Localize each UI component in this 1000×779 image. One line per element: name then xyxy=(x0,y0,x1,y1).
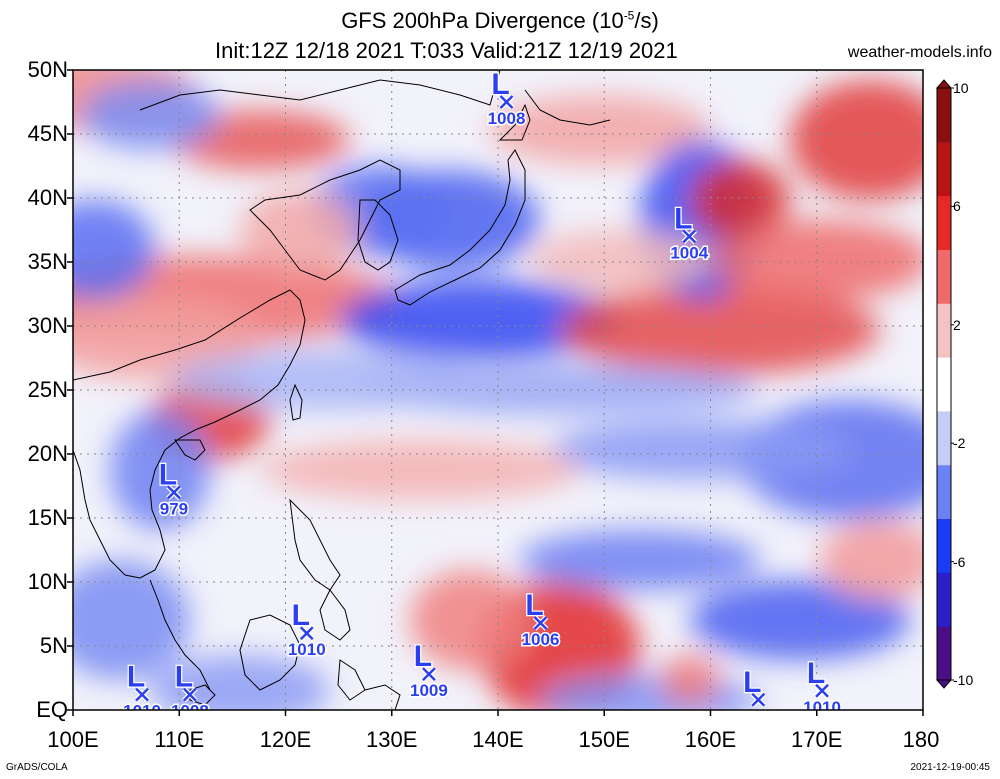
lat-label: 20N xyxy=(27,441,68,466)
low-pressure-label: 1010 xyxy=(123,702,161,721)
colorbar-label: 10 xyxy=(953,80,969,96)
colorbar-bottom-arrow xyxy=(935,679,953,689)
lon-label: 110E xyxy=(154,727,205,752)
chart-subtitle: Init:12Z 12/18 2021 T:033 Valid:21Z 12/1… xyxy=(215,38,678,63)
colorbar-segment xyxy=(937,464,951,520)
lon-label: 120E xyxy=(259,727,312,752)
low-pressure-label: 1006 xyxy=(522,630,560,649)
lon-label: 170E xyxy=(791,727,843,752)
low-pressure-label: 1010 xyxy=(288,640,326,659)
low-symbol: L xyxy=(743,666,761,699)
colorbar-segment xyxy=(937,410,951,466)
low-symbol: L xyxy=(491,68,509,101)
low-marker: L 979 xyxy=(158,457,190,520)
low-pressure-label: 1009 xyxy=(410,681,448,700)
lat-label: 25N xyxy=(27,377,68,402)
low-pressure-label: 1010 xyxy=(803,698,841,717)
lat-label: 10N xyxy=(27,569,68,594)
colorbar-segment xyxy=(937,518,951,573)
colorbar-label: -6 xyxy=(953,553,966,570)
low-marker: L 1010 xyxy=(286,598,327,661)
colorbar-segment xyxy=(937,626,951,681)
colorbar-segment xyxy=(937,357,951,412)
low-marker: L 1008 xyxy=(486,68,527,130)
footer-timestamp: 2021-12-19-00:45 xyxy=(910,762,990,773)
grid-lines xyxy=(73,70,923,710)
lon-label: 100E xyxy=(47,727,99,752)
colorbar-label: -10 xyxy=(953,672,974,688)
lon-label: 130E xyxy=(366,727,418,752)
low-pressure-label: 1008 xyxy=(488,109,526,128)
colorbar-top-arrow xyxy=(935,79,953,89)
colorbar-label: 2 xyxy=(953,316,961,333)
colorbar-segment xyxy=(937,195,951,250)
low-marker: L 1006 xyxy=(520,588,561,651)
colorbar-segment xyxy=(937,303,951,358)
low-symbol: L xyxy=(807,657,825,690)
low-pressure-label: 1008 xyxy=(171,702,209,721)
lon-label: 160E xyxy=(684,727,737,752)
lon-label: 180 xyxy=(902,727,940,752)
low-symbol: L xyxy=(414,640,432,673)
axis-ticks xyxy=(67,69,924,716)
colorbar-segment xyxy=(937,572,951,627)
site-credit: weather-models.info xyxy=(847,44,992,61)
lon-label: 150E xyxy=(578,727,630,752)
lat-label: EQ xyxy=(36,697,68,722)
low-symbol: L xyxy=(292,599,310,632)
lon-label: 140E xyxy=(472,727,524,752)
low-marker: L 1009 xyxy=(409,639,450,702)
chart-title: GFS 200hPa Divergence (10-5/s) xyxy=(341,8,659,33)
low-symbol: L xyxy=(159,458,177,491)
low-symbol: L xyxy=(175,661,193,694)
low-marker: L 1010 xyxy=(738,665,779,726)
footer-software: GrADS/COLA xyxy=(6,762,68,773)
lat-label: 35N xyxy=(27,249,68,274)
colorbar-segment xyxy=(937,88,951,143)
low-marker: L 1010 xyxy=(122,659,163,721)
coastlines xyxy=(73,70,611,710)
low-marker: L 1010 xyxy=(802,656,843,717)
colorbar xyxy=(935,79,954,689)
divergence-field xyxy=(73,70,923,710)
lat-label: 15N xyxy=(27,505,68,530)
colorbar-label: 6 xyxy=(953,198,961,215)
low-pressure-label: 1004 xyxy=(670,243,708,262)
low-symbol: L xyxy=(525,589,543,622)
low-pressure-label: 1010 xyxy=(739,707,777,726)
lat-label: 50N xyxy=(27,57,68,82)
low-marker: L 1008 xyxy=(169,659,210,721)
low-symbol: L xyxy=(127,661,145,694)
lat-label: 40N xyxy=(27,185,68,210)
colorbar-segment xyxy=(937,249,951,304)
lat-label: 45N xyxy=(27,121,68,146)
lat-label: 5N xyxy=(39,633,68,658)
low-pressure-label: 979 xyxy=(160,499,188,518)
low-marker: L 1004 xyxy=(669,201,710,264)
colorbar-label: -2 xyxy=(953,435,966,452)
lat-label: 30N xyxy=(27,313,68,338)
low-symbol: L xyxy=(674,202,692,235)
colorbar-segment xyxy=(937,141,951,197)
